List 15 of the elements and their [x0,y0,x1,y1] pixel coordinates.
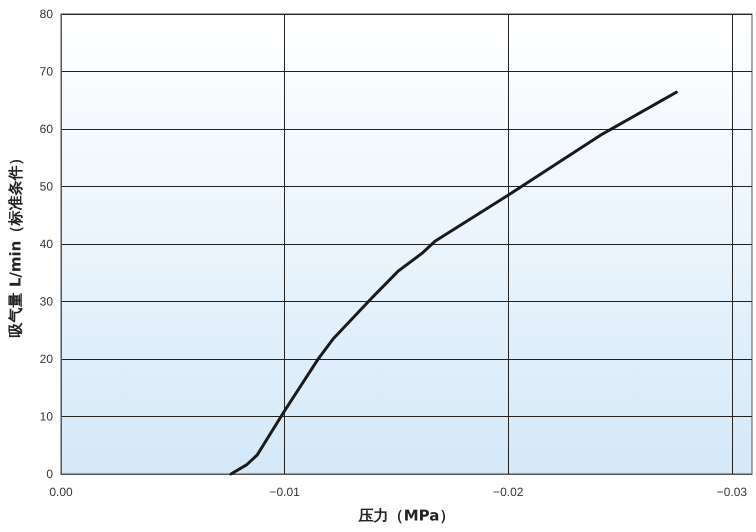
y-tick-label: 20 [40,352,54,366]
y-tick-label: 50 [40,180,54,194]
y-tick-label: 0 [46,467,54,481]
y-tick-label: 40 [40,237,54,251]
y-tick-label: 60 [40,122,54,136]
x-tick-label: −0.01 [269,485,300,499]
x-tick-label: −0.02 [493,485,524,499]
x-axis-title: 压力（MPa） [358,506,454,524]
y-axis-title: 吸气量 L/min（标准条件） [6,150,24,338]
y-tick-label: 30 [40,294,54,308]
x-tick-label: −0.03 [716,485,748,499]
y-tick-label: 80 [40,7,54,21]
y-tick-label: 70 [40,64,54,78]
x-tick-label: 0.00 [49,485,73,499]
y-tick-label: 10 [40,410,54,424]
